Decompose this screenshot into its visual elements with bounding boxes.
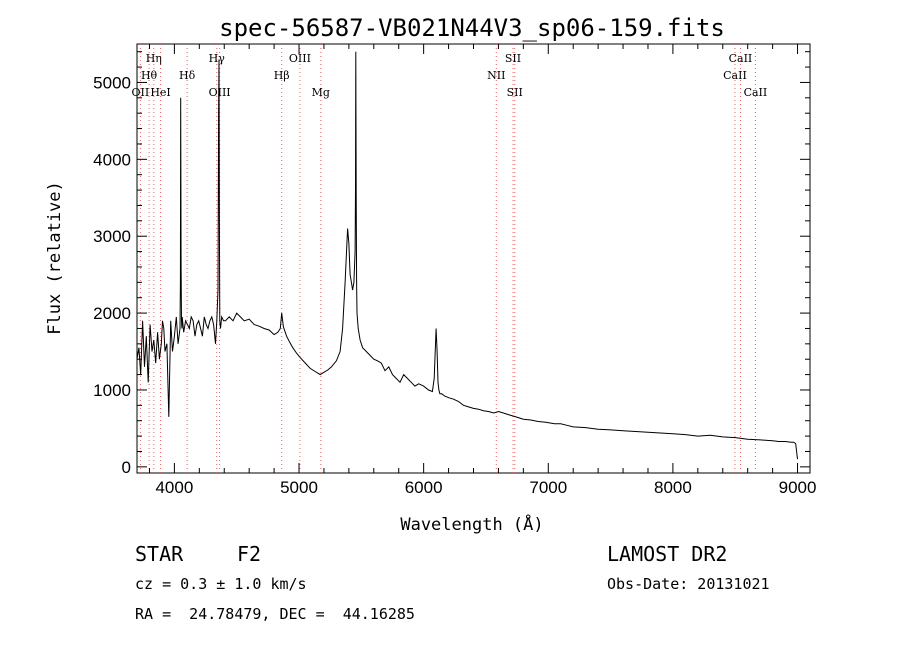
spectrum-line <box>136 51 798 460</box>
line-label-12: SII <box>507 86 523 99</box>
line-label-7: OIII <box>289 52 311 65</box>
line-label-4: Hδ <box>179 69 196 82</box>
line-label-11: NII <box>487 69 505 82</box>
y-axis-label: Flux (relative) <box>45 181 65 335</box>
spectral-line-markers <box>139 44 756 473</box>
y-tick-label-2: 2000 <box>93 304 131 323</box>
line-label-15: CaII <box>744 86 768 99</box>
x-axis-label: Wavelength (Å) <box>400 513 543 535</box>
x-tick-label-1: 5000 <box>280 478 318 497</box>
line-label-14: CaII <box>723 69 747 82</box>
line-label-5: Hγ <box>209 52 226 65</box>
obs-date: Obs-Date: 20131021 <box>607 575 770 593</box>
y-tick-label-4: 4000 <box>93 150 131 169</box>
line-label-8: Hβ <box>274 69 290 82</box>
axis-ticks <box>137 44 810 473</box>
line-label-6: OIII <box>209 86 231 99</box>
line-label-1: Hθ <box>141 69 158 82</box>
redshift-cz: cz = 0.3 ± 1.0 km/s <box>135 575 307 593</box>
y-tick-label-0: 0 <box>122 458 131 477</box>
survey-name: LAMOST DR2 <box>607 542 728 566</box>
line-label-13: CaII <box>729 52 753 65</box>
line-label-3: HeI <box>150 86 170 99</box>
y-tick-label-5: 5000 <box>93 73 131 92</box>
y-tick-label-3: 3000 <box>93 227 131 246</box>
axis-tick-labels: 4000 5000 6000 7000 8000 9000 0 1000 2000 3000 400… <box>93 73 816 497</box>
x-tick-label-0: 4000 <box>155 478 193 497</box>
y-tick-label-1: 1000 <box>93 381 131 400</box>
coordinates: RA = 24.78479, DEC = 44.16285 <box>135 605 415 623</box>
x-tick-label-2: 6000 <box>405 478 443 497</box>
x-tick-label-4: 8000 <box>654 478 692 497</box>
line-label-9: Mg <box>312 86 330 99</box>
x-tick-label-5: 9000 <box>779 478 817 497</box>
line-label-2: OII <box>132 86 150 99</box>
object-subclass: F2 <box>237 542 262 566</box>
line-label-10: SII <box>505 52 521 65</box>
x-tick-label-3: 7000 <box>529 478 567 497</box>
chart-title: spec-56587-VB021N44V3_sp06-159.fits <box>219 14 725 42</box>
object-class: STAR <box>135 542 184 566</box>
line-label-0: Hη <box>146 52 162 65</box>
